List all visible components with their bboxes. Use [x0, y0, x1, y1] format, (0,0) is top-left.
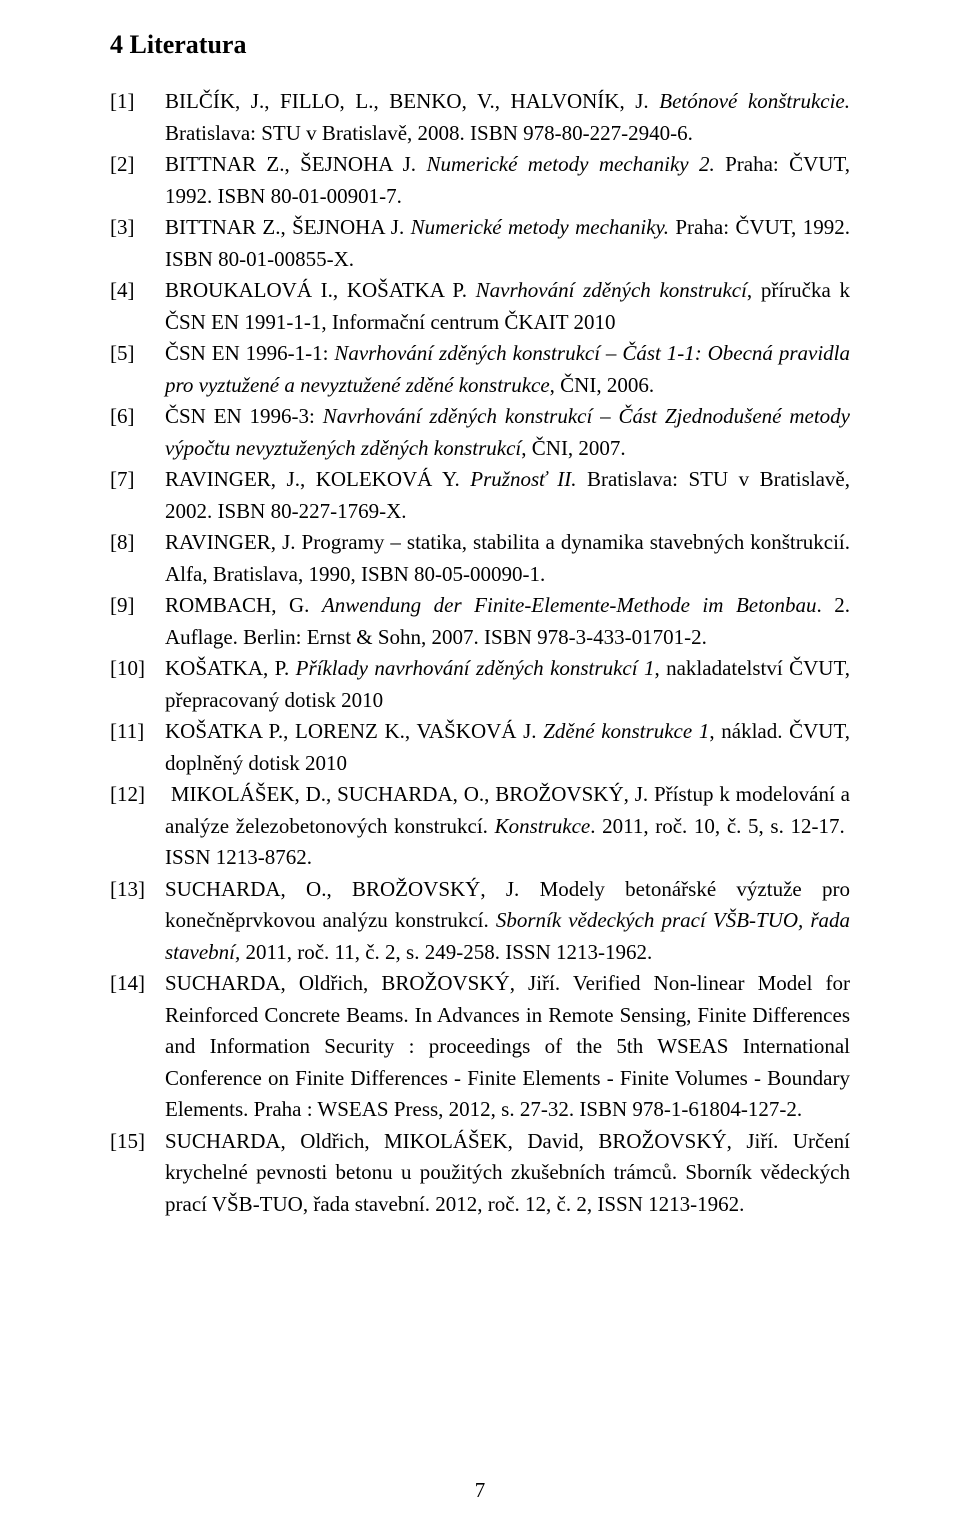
section-heading: 4 Literatura	[110, 30, 850, 60]
ref-tag: [10]	[110, 653, 165, 716]
reference-item: [15] SUCHARDA, Oldřich, MIKOLÁŠEK, David…	[110, 1126, 850, 1221]
reference-list: [1] BILČÍK, J., FILLO, L., BENKO, V., HA…	[110, 86, 850, 1220]
reference-item: [8] RAVINGER, J. Programy – statika, sta…	[110, 527, 850, 590]
ref-tag: [1]	[110, 86, 165, 149]
page-number: 7	[0, 1478, 960, 1503]
ref-tag: [11]	[110, 716, 165, 779]
reference-item: [9] ROMBACH, G. Anwendung der Finite-Ele…	[110, 590, 850, 653]
reference-item: [2] BITTNAR Z., ŠEJNOHA J. Numerické met…	[110, 149, 850, 212]
reference-item: [1] BILČÍK, J., FILLO, L., BENKO, V., HA…	[110, 86, 850, 149]
ref-tag: [13]	[110, 874, 165, 969]
ref-tag: [6]	[110, 401, 165, 464]
ref-body: ČSN EN 1996-1-1: Navrhování zděných kons…	[165, 338, 850, 401]
ref-tag: [5]	[110, 338, 165, 401]
reference-item: [5] ČSN EN 1996-1-1: Navrhování zděných …	[110, 338, 850, 401]
ref-tag: [14]	[110, 968, 165, 1126]
reference-item: [3] BITTNAR Z., ŠEJNOHA J. Numerické met…	[110, 212, 850, 275]
ref-body: BILČÍK, J., FILLO, L., BENKO, V., HALVON…	[165, 86, 850, 149]
reference-item: [12] MIKOLÁŠEK, D., SUCHARDA, O., BROŽOV…	[110, 779, 850, 874]
page: 4 Literatura [1] BILČÍK, J., FILLO, L., …	[0, 0, 960, 1531]
ref-tag: [9]	[110, 590, 165, 653]
ref-body: ČSN EN 1996-3: Navrhování zděných konstr…	[165, 401, 850, 464]
reference-item: [6] ČSN EN 1996-3: Navrhování zděných ko…	[110, 401, 850, 464]
ref-tag: [3]	[110, 212, 165, 275]
ref-body: RAVINGER, J., KOLEKOVÁ Y. Pružnosť II. B…	[165, 464, 850, 527]
ref-body: ROMBACH, G. Anwendung der Finite-Element…	[165, 590, 850, 653]
ref-body: BITTNAR Z., ŠEJNOHA J. Numerické metody …	[165, 149, 850, 212]
reference-item: [13] SUCHARDA, O., BROŽOVSKÝ, J. Modely …	[110, 874, 850, 969]
ref-tag: [8]	[110, 527, 165, 590]
ref-tag: [15]	[110, 1126, 165, 1221]
ref-body: SUCHARDA, Oldřich, BROŽOVSKÝ, Jiří. Veri…	[165, 968, 850, 1126]
ref-body: SUCHARDA, O., BROŽOVSKÝ, J. Modely beton…	[165, 874, 850, 969]
ref-body: BITTNAR Z., ŠEJNOHA J. Numerické metody …	[165, 212, 850, 275]
ref-body: KOŠATKA P., LORENZ K., VAŠKOVÁ J. Zděné …	[165, 716, 850, 779]
reference-item: [10] KOŠATKA, P. Příklady navrhování zdě…	[110, 653, 850, 716]
ref-body: SUCHARDA, Oldřich, MIKOLÁŠEK, David, BRO…	[165, 1126, 850, 1221]
reference-item: [14] SUCHARDA, Oldřich, BROŽOVSKÝ, Jiří.…	[110, 968, 850, 1126]
reference-item: [7] RAVINGER, J., KOLEKOVÁ Y. Pružnosť I…	[110, 464, 850, 527]
ref-tag: [2]	[110, 149, 165, 212]
ref-body: KOŠATKA, P. Příklady navrhování zděných …	[165, 653, 850, 716]
ref-tag: [7]	[110, 464, 165, 527]
ref-body: BROUKALOVÁ I., KOŠATKA P. Navrhování zdě…	[165, 275, 850, 338]
ref-tag: [12]	[110, 779, 165, 874]
reference-item: [4] BROUKALOVÁ I., KOŠATKA P. Navrhování…	[110, 275, 850, 338]
reference-item: [11] KOŠATKA P., LORENZ K., VAŠKOVÁ J. Z…	[110, 716, 850, 779]
ref-body: MIKOLÁŠEK, D., SUCHARDA, O., BROŽOVSKÝ, …	[165, 779, 850, 874]
ref-body: RAVINGER, J. Programy – statika, stabili…	[165, 527, 850, 590]
ref-tag: [4]	[110, 275, 165, 338]
